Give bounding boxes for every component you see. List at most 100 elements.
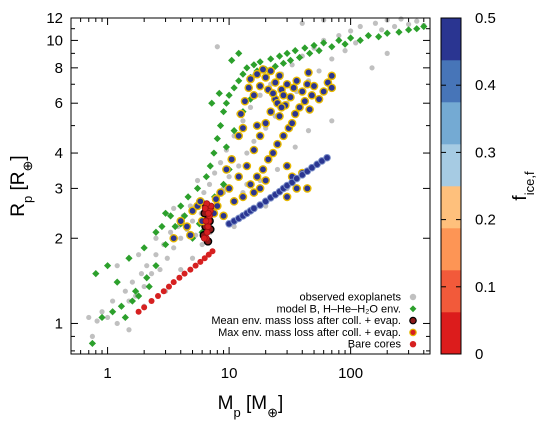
max-env-mass-loss-after-coll-evap-point: [309, 81, 319, 91]
green-diamond-point: [193, 184, 202, 193]
observed-exoplanet-point: [299, 20, 305, 26]
green-diamond-point: [177, 202, 185, 210]
max-env-mass-loss-after-coll-evap-point: [224, 184, 234, 193]
green-diamond-point: [341, 40, 349, 48]
observed-exoplanet-point: [114, 263, 120, 269]
green-diamond-point: [88, 339, 96, 348]
observed-exoplanet-point: [178, 235, 184, 241]
observed-exoplanet-point: [406, 21, 412, 27]
green-diamond-point: [405, 26, 413, 34]
bare-core-point: [141, 304, 148, 311]
observed-exoplanet-point: [244, 150, 250, 156]
observed-exoplanet-point: [141, 283, 147, 290]
observed-exoplanet-point: [240, 118, 246, 124]
green-diamond-point: [267, 55, 275, 63]
green-diamond-point: [256, 58, 264, 66]
green-diamond-point: [286, 56, 295, 64]
green-diamond-point: [92, 270, 100, 278]
bare-core-point: [200, 234, 208, 242]
observed-exoplanet-point: [391, 23, 398, 30]
bare-core-point: [204, 209, 212, 217]
colorbar-segment: [441, 312, 461, 355]
model-line-point: [308, 163, 316, 172]
max-env-mass-loss-after-coll-evap-point: [300, 96, 310, 106]
max-env-mass-loss-after-coll-evap-point: [266, 107, 276, 116]
observed-exoplanet-point: [372, 20, 379, 26]
green-diamond-point: [140, 244, 148, 252]
bare-core-point: [155, 293, 162, 300]
green-diamond-point: [420, 22, 428, 31]
x-tick-label: 100: [338, 365, 363, 382]
max-env-mass-loss-after-coll-evap-point: [261, 73, 270, 82]
max-env-mass-loss-after-coll-evap-point: [275, 71, 284, 81]
legend-marker-circle: [409, 341, 417, 348]
observed-exoplanet-point: [217, 160, 224, 166]
green-diamond-point: [246, 95, 255, 103]
green-diamond-point: [320, 39, 328, 47]
observed-exoplanet-point: [398, 16, 404, 22]
max-env-mass-loss-after-coll-evap-point: [273, 139, 282, 149]
max-env-mass-loss-after-coll-evap-point: [261, 118, 270, 128]
max-env-mass-loss-after-coll-evap-point: [292, 184, 302, 193]
max-env-mass-loss-after-coll-evap-point: [302, 184, 312, 193]
observed-exoplanet-point: [199, 241, 205, 248]
max-env-mass-loss-after-coll-evap-point: [289, 83, 298, 93]
max-env-mass-loss-after-coll-evap-point: [252, 172, 262, 181]
max-env-mass-loss-after-coll-evap-point: [275, 111, 284, 121]
max-env-mass-loss-after-coll-evap-point: [307, 90, 317, 100]
green-diamond-point: [413, 25, 421, 33]
green-diamond-point: [206, 162, 214, 170]
green-diamond-point: [117, 302, 126, 310]
max-env-mass-loss-after-coll-evap-point: [186, 230, 195, 240]
observed-exoplanet-point: [206, 181, 213, 187]
green-diamond-point: [250, 61, 258, 69]
green-diamond-point: [113, 278, 121, 286]
green-diamond-point: [128, 297, 136, 305]
green-diamond-point: [161, 240, 170, 249]
y-tick-label: 1: [55, 315, 63, 332]
green-diamond-point: [202, 173, 210, 181]
observed-exoplanet-point: [89, 333, 95, 340]
observed-exoplanet-point: [236, 163, 242, 169]
colorbar-tick-label: 0.5: [475, 10, 496, 27]
model-line-point: [261, 197, 270, 206]
y-tick-label: 6: [55, 95, 63, 112]
max-env-mass-loss-after-coll-evap-point: [238, 123, 248, 133]
green-diamond-point: [152, 262, 160, 270]
legend-label: model B, H–He–H₂O env.: [276, 303, 401, 315]
observed-exoplanet-point: [212, 170, 218, 176]
max-env-mass-loss-after-coll-evap-point: [279, 131, 288, 141]
max-env-mass-loss-after-coll-evap-point: [249, 145, 259, 155]
max-env-mass-loss-after-coll-evap-point: [176, 216, 186, 226]
green-diamond-point: [131, 287, 140, 295]
colorbar-segment: [441, 228, 461, 271]
observed-exoplanet-point: [110, 298, 116, 304]
green-diamond-point: [219, 180, 228, 188]
green-diamond-point: [103, 262, 112, 270]
green-diamond-point: [356, 36, 364, 45]
bare-core-point: [181, 270, 188, 277]
observed-exoplanet-point: [316, 68, 322, 74]
model-line-point: [250, 204, 258, 213]
max-env-mass-loss-after-coll-evap-point: [216, 188, 225, 197]
green-diamond-point: [375, 33, 383, 41]
max-env-mass-loss-after-coll-evap-point: [314, 94, 324, 104]
bare-core-point: [135, 308, 142, 315]
observed-exoplanet-point: [99, 309, 105, 315]
max-env-mass-loss-after-coll-evap-point: [252, 121, 262, 130]
max-env-mass-loss-after-coll-evap-point: [222, 165, 231, 174]
y-tick-label: 3: [55, 180, 63, 197]
max-env-mass-loss-after-coll-evap-point: [327, 83, 337, 93]
data-marks: [86, 16, 428, 348]
max-env-mass-loss-after-coll-evap-point: [219, 211, 228, 221]
colorbar: 0 0.1 0.2 0.3 0.4 0.5: [440, 10, 496, 363]
bare-core-point: [170, 279, 177, 286]
max-env-mass-loss-after-coll-evap-point: [196, 197, 205, 206]
bare-core-point: [203, 228, 211, 236]
legend-marker-diamond: [409, 305, 417, 313]
max-env-mass-loss-after-coll-evap-point: [319, 87, 328, 96]
green-diamond-point: [152, 228, 160, 236]
max-env-mass-loss-after-coll-evap-point: [268, 89, 278, 98]
legend-marker-circle: [409, 293, 417, 301]
